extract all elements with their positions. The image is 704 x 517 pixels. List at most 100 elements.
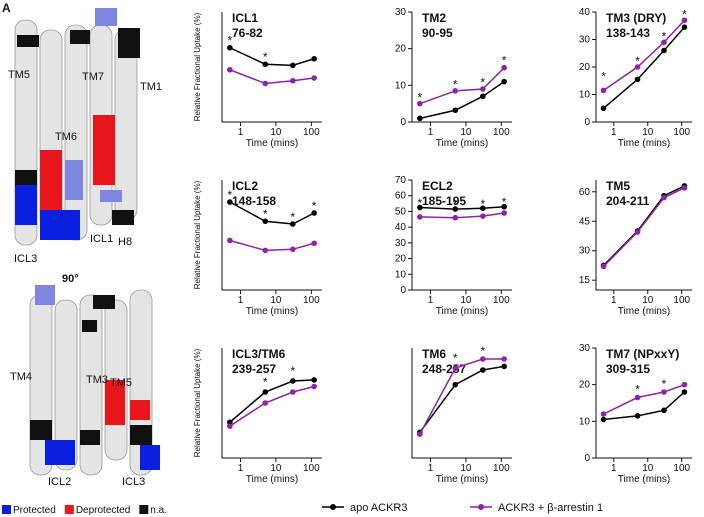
data-point: [262, 61, 269, 68]
chart-subtitle: 90-95: [422, 26, 453, 40]
data-point: [681, 24, 688, 30]
data-point: [311, 55, 317, 62]
chart-title: ICL2: [232, 179, 258, 193]
y-tick-label: 30: [579, 246, 591, 257]
x-tick-label: 10: [642, 295, 654, 306]
axis: [411, 348, 512, 459]
segment: [70, 30, 90, 44]
data-point: [600, 87, 607, 94]
data-point: [480, 367, 486, 373]
significance: *: [263, 207, 268, 221]
data-point: [417, 100, 423, 107]
data-point: [262, 389, 269, 395]
axis: [221, 180, 322, 291]
panel-label: A: [2, 1, 11, 15]
y-tick-label: 30: [579, 343, 591, 354]
data-point: [681, 17, 688, 24]
x-tick-label: 10: [642, 463, 654, 474]
significance: *: [662, 377, 667, 391]
data-point: [311, 383, 317, 390]
x-tick-label: 10: [270, 463, 282, 474]
structure-label: TM3: [86, 374, 108, 386]
x-tick-label: 100: [673, 295, 690, 306]
series-line: [419, 358, 505, 435]
chart-subtitle: 185-195: [422, 194, 466, 208]
x-tick-label: 1: [611, 295, 617, 306]
data-point: [311, 240, 317, 247]
key-swatch: [64, 505, 74, 514]
significance: *: [228, 188, 233, 202]
y-tick-label: 10: [579, 90, 591, 101]
x-tick-label: 1: [611, 463, 617, 474]
y-tick-label: 60: [579, 187, 591, 198]
y-tick-label: 70: [395, 175, 407, 186]
chart-subtitle: 138-143: [606, 26, 650, 40]
structure-label: ICL3: [122, 476, 145, 488]
significance: *: [263, 375, 268, 389]
chart-title: TM2: [422, 11, 446, 25]
y-tick-label: 0: [400, 285, 406, 296]
significance: *: [263, 50, 268, 64]
x-tick-label: 100: [673, 463, 690, 474]
data-point: [634, 229, 641, 235]
data-point: [262, 400, 269, 406]
key-swatch: [139, 505, 149, 514]
y-tick-label: 60: [395, 191, 407, 202]
x-tick-label: 10: [460, 295, 472, 306]
data-point: [227, 199, 233, 205]
data-point: [480, 213, 486, 219]
legend-marker: [478, 504, 484, 510]
segment: [40, 210, 80, 240]
segment: [15, 185, 37, 225]
chart-title: ICL1: [232, 11, 258, 25]
segment: [30, 420, 52, 440]
data-point: [311, 377, 317, 383]
x-tick-label: 10: [270, 127, 282, 138]
y-tick-label: 50: [395, 206, 407, 217]
x-tick-label: 1: [428, 295, 434, 306]
series-line: [229, 239, 315, 252]
segment: [65, 160, 83, 200]
significance: *: [290, 364, 295, 378]
chart-title: ICL3/TM6: [232, 347, 286, 361]
data-point: [452, 381, 459, 388]
chart-title: TM5: [606, 179, 630, 193]
y-tick-label: 15: [579, 275, 591, 286]
y-tick-label: 0: [584, 117, 590, 128]
y-tick-label: 20: [579, 380, 591, 391]
data-point: [227, 237, 233, 244]
structure-label: H8: [118, 236, 132, 248]
x-tick-label: 1: [428, 127, 434, 138]
data-point: [681, 185, 688, 191]
x-tick-label: 1: [238, 463, 244, 474]
data-point: [480, 356, 486, 362]
data-point: [417, 204, 423, 211]
chart-subtitle: 248-257: [422, 362, 466, 376]
significance: *: [290, 210, 295, 224]
data-point: [501, 64, 507, 71]
series-line: [229, 379, 315, 423]
data-point: [634, 394, 641, 401]
y-axis-label: Relative Fractional Uptake (%): [193, 348, 202, 457]
chart-subtitle: 204-211: [606, 194, 650, 208]
significance: *: [635, 382, 640, 396]
y-tick-label: 30: [395, 7, 407, 18]
axis: [221, 12, 322, 123]
x-axis-label: Time (mins): [618, 138, 670, 149]
y-tick-label: 40: [579, 7, 591, 18]
data-point: [634, 76, 641, 83]
data-point: [681, 381, 688, 388]
series-line: [229, 385, 315, 427]
x-tick-label: 100: [673, 127, 690, 138]
data-point: [290, 378, 296, 384]
structure-top: TM5 TM7 TM1 TM6 ICL3 ICL1 H8: [8, 8, 162, 265]
key-label: n.a.: [150, 505, 167, 516]
segment: [35, 285, 55, 305]
data-point: [311, 210, 317, 216]
x-tick-label: 100: [303, 463, 320, 474]
data-point: [501, 363, 507, 370]
key-label: Protected: [13, 505, 56, 516]
data-point: [501, 356, 507, 362]
segment: [40, 150, 62, 210]
